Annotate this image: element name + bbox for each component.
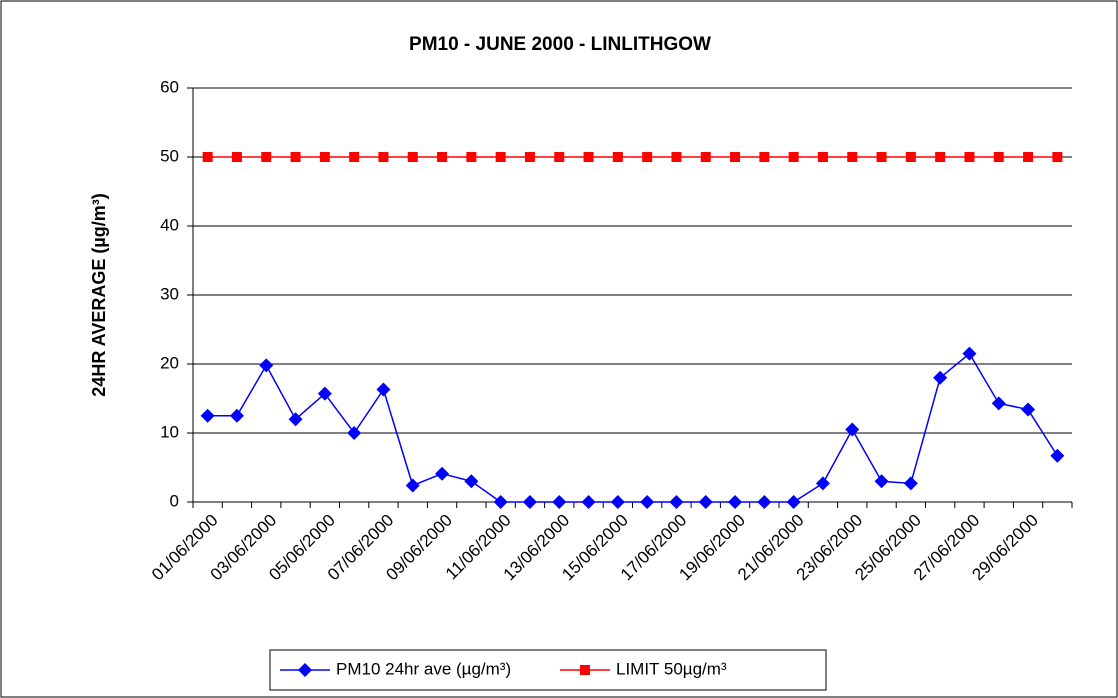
legend-label: PM10 24hr ave (µg/m³) (336, 659, 511, 678)
point (435, 466, 450, 481)
point (319, 152, 330, 162)
y-tick-label: 30 (160, 284, 179, 303)
point (405, 478, 420, 493)
y-tick-label: 10 (160, 422, 179, 441)
point (700, 152, 711, 162)
point (845, 422, 860, 437)
legend-label: LIMIT 50µg/m³ (616, 659, 727, 678)
point (437, 152, 448, 162)
point (261, 152, 272, 162)
point (552, 495, 567, 509)
point (935, 152, 946, 162)
point (757, 495, 772, 509)
point (933, 370, 948, 385)
point (730, 152, 741, 162)
point (759, 152, 770, 162)
point (495, 152, 506, 162)
legend-marker (580, 665, 590, 675)
point (493, 495, 508, 509)
point (905, 152, 916, 162)
point (378, 152, 389, 162)
point (728, 495, 743, 509)
chart-title: PM10 - JUNE 2000 - LINLITHGOW (409, 34, 711, 55)
series-line (207, 352, 1058, 503)
point (231, 152, 242, 162)
point (991, 396, 1006, 411)
point (259, 358, 274, 373)
point (524, 152, 535, 162)
point (1021, 402, 1036, 417)
y-tick-label: 0 (170, 491, 179, 510)
point (610, 495, 625, 509)
point (317, 386, 332, 401)
point (698, 495, 713, 509)
point (229, 408, 244, 423)
point (786, 495, 801, 509)
point (407, 152, 418, 162)
point (522, 495, 537, 509)
point (1023, 152, 1034, 162)
point (200, 408, 215, 423)
y-tick-label: 40 (160, 215, 179, 234)
point (669, 495, 684, 509)
point (290, 152, 301, 162)
point (993, 152, 1004, 162)
point (874, 474, 889, 489)
point (554, 152, 565, 162)
point (788, 152, 799, 162)
point (962, 346, 977, 361)
point (583, 152, 594, 162)
point (202, 152, 213, 162)
point (349, 152, 360, 162)
legend-marker (298, 663, 312, 677)
point (581, 495, 596, 509)
point (817, 152, 828, 162)
point (1052, 152, 1063, 162)
point (466, 152, 477, 162)
legend-box (269, 649, 827, 691)
point (847, 152, 858, 162)
point (612, 152, 623, 162)
point (903, 476, 918, 491)
point (288, 412, 303, 427)
point (876, 152, 887, 162)
point (640, 495, 655, 509)
point (376, 382, 391, 397)
y-tick-label: 60 (160, 77, 179, 96)
point (671, 152, 682, 162)
point (642, 152, 653, 162)
point (1050, 448, 1065, 463)
point (964, 152, 975, 162)
y-tick-label: 50 (160, 146, 179, 165)
point (347, 426, 362, 440)
y-axis-label: 24HR AVERAGE (µg/m³) (89, 193, 109, 396)
point (815, 476, 830, 491)
point (464, 474, 479, 489)
y-tick-label: 20 (160, 353, 179, 372)
